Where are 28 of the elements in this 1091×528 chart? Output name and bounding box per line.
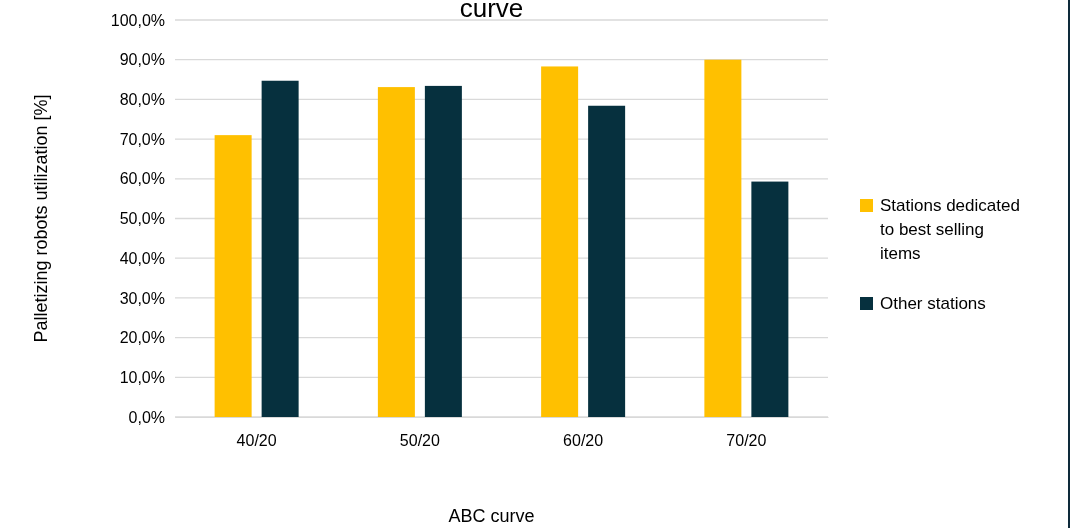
y-tick-label: 30,0% [119,289,165,307]
y-tick-label: 50,0% [119,210,165,228]
x-axis-title: ABC curve [448,506,535,526]
y-tick-label: 70,0% [119,130,165,148]
chart-title: curve [459,0,524,23]
x-tick-label: 40/20 [236,432,277,450]
y-tick-label: 0,0% [128,408,165,426]
y-tick-label: 90,0% [119,51,165,69]
bar [541,66,579,417]
x-tick-label: 50/20 [399,432,440,450]
bar [751,181,789,417]
x-tick-label: 60/20 [563,432,604,450]
y-tick-label: 40,0% [119,249,165,267]
y-axis-title: Palletizing robots utilization [%] [31,94,51,343]
y-tick-label: 60,0% [119,170,165,188]
bar [704,59,742,417]
legend-label: Stations dedicated to best selling items [880,196,1020,263]
x-tick-label: 70/20 [726,432,767,450]
legend-label: Other stations [880,294,986,313]
y-tick-label: 80,0% [119,91,165,109]
bar [261,80,299,417]
y-tick-label: 100,0% [110,11,165,29]
bar [214,135,252,417]
y-tick-label: 20,0% [119,329,165,347]
bar [424,85,462,417]
bar [588,105,626,417]
bar [377,87,415,417]
y-tick-label: 10,0% [119,368,165,386]
